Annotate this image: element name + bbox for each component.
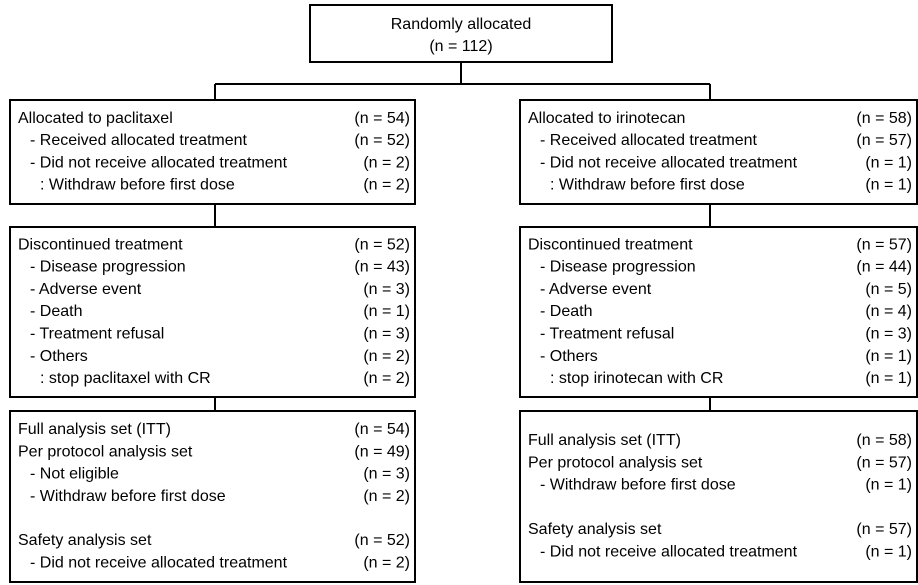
row-label: Safety analysis set: [528, 521, 662, 538]
row-count: (n = 1): [865, 477, 912, 494]
row-label: - Did not receive allocated treatment: [30, 154, 288, 171]
row-label: : stop irinotecan with CR: [550, 370, 723, 387]
row-label: - Disease progression: [30, 259, 186, 276]
box: [9, 226, 416, 398]
row-label: - Adverse event: [30, 281, 142, 298]
row-count: (n = 5): [865, 281, 912, 298]
box: [9, 99, 416, 205]
row-count: (n = 54): [354, 110, 410, 127]
row-label: - Death: [30, 303, 82, 320]
row-count: (n = 1): [865, 370, 912, 387]
row-count: (n = 1): [363, 303, 410, 320]
row-count: (n = 4): [865, 303, 912, 320]
row-count: (n = 52): [354, 532, 410, 549]
row-count: (n = 52): [354, 236, 410, 253]
row-label: - Treatment refusal: [30, 326, 164, 343]
row-label: - Others: [540, 348, 598, 365]
row-label: - Not eligible: [30, 466, 119, 483]
row-label: - Others: [30, 348, 88, 365]
row-label: : Withdraw before first dose: [40, 177, 235, 194]
row-label: - Received allocated treatment: [30, 132, 248, 149]
box: [519, 226, 918, 398]
row-count: (n = 52): [354, 132, 410, 149]
row-count: (n = 2): [363, 370, 410, 387]
row-label: Safety analysis set: [18, 532, 152, 549]
row-count: (n = 57): [856, 236, 912, 253]
row-label: - Did not receive allocated treatment: [540, 154, 798, 171]
row-count: (n = 2): [363, 488, 410, 505]
row-label: - Treatment refusal: [540, 326, 674, 343]
row-label: - Withdraw before first dose: [30, 488, 226, 505]
row-label: Allocated to irinotecan: [528, 110, 685, 127]
row-count: (n = 3): [865, 326, 912, 343]
top-count: (n = 112): [429, 38, 492, 55]
row-label: : stop paclitaxel with CR: [40, 370, 211, 387]
row-label: - Received allocated treatment: [540, 132, 758, 149]
box: [519, 99, 918, 205]
row-count: (n = 57): [856, 132, 912, 149]
row-count: (n = 1): [865, 177, 912, 194]
row-label: - Disease progression: [540, 259, 696, 276]
row-count: (n = 3): [363, 466, 410, 483]
row-label: - Adverse event: [540, 281, 652, 298]
row-count: (n = 1): [865, 348, 912, 365]
box: [519, 410, 918, 583]
row-label: Discontinued treatment: [18, 236, 183, 253]
row-count: (n = 2): [363, 177, 410, 194]
row-label: Per protocol analysis set: [528, 454, 703, 471]
row-count: (n = 49): [354, 443, 410, 460]
row-count: (n = 3): [363, 281, 410, 298]
top-title: Randomly allocated: [391, 16, 532, 33]
row-label: - Withdraw before first dose: [540, 477, 736, 494]
row-label: Per protocol analysis set: [18, 443, 193, 460]
row-count: (n = 2): [363, 348, 410, 365]
row-count: (n = 43): [354, 259, 410, 276]
row-count: (n = 54): [354, 421, 410, 438]
row-label: - Death: [540, 303, 592, 320]
row-count: (n = 58): [856, 432, 912, 449]
row-count: (n = 57): [856, 454, 912, 471]
row-count: (n = 1): [865, 154, 912, 171]
row-label: Discontinued treatment: [528, 236, 693, 253]
row-count: (n = 2): [363, 154, 410, 171]
row-label: Allocated to paclitaxel: [18, 110, 173, 127]
top-box: [309, 4, 613, 63]
row-label: - Did not receive allocated treatment: [540, 543, 798, 560]
row-count: (n = 44): [856, 259, 912, 276]
row-count: (n = 1): [865, 543, 912, 560]
box: [9, 410, 416, 583]
row-label: : Withdraw before first dose: [550, 177, 745, 194]
row-count: (n = 2): [363, 554, 410, 571]
row-count: (n = 58): [856, 110, 912, 127]
row-count: (n = 57): [856, 521, 912, 538]
row-label: Full analysis set (ITT): [18, 421, 171, 438]
row-label: Full analysis set (ITT): [528, 432, 681, 449]
row-label: - Did not receive allocated treatment: [30, 554, 288, 571]
row-count: (n = 3): [363, 326, 410, 343]
